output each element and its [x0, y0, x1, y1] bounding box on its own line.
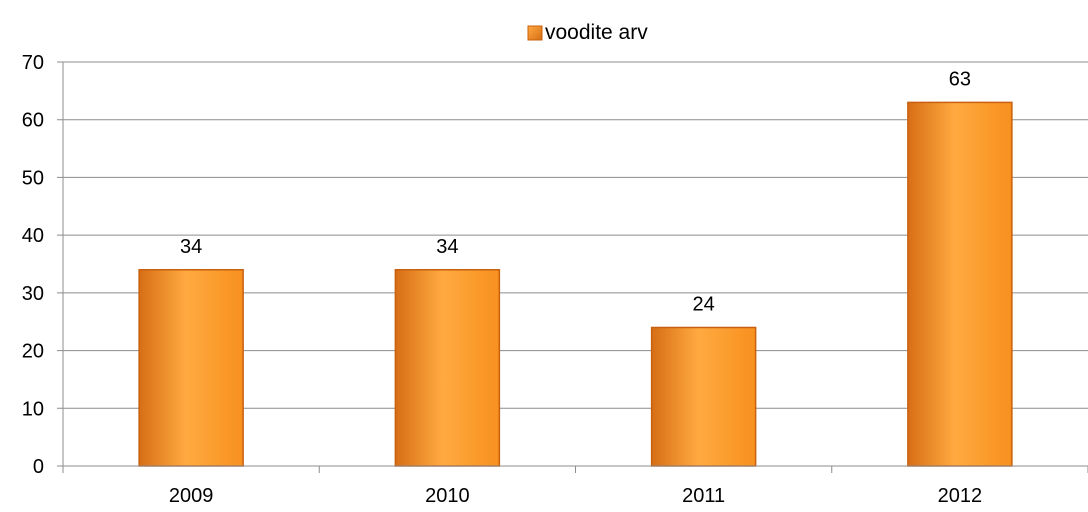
legend: voodite arv	[527, 21, 648, 44]
x-tick-label: 2009	[169, 485, 214, 507]
data-label: 34	[180, 236, 202, 258]
x-axis	[57, 62, 1088, 473]
x-tick-label: 2010	[425, 485, 470, 507]
data-label: 63	[949, 68, 971, 90]
y-tick-label: 0	[33, 456, 44, 478]
legend-swatch	[527, 25, 543, 41]
legend-label: voodite arv	[545, 21, 648, 44]
data-labels: 34 34 24 63	[180, 68, 971, 315]
y-axis-tick-labels: 0 10 20 30 40 50 60 70	[22, 52, 44, 478]
bar-2010	[394, 269, 501, 467]
y-tick-label: 50	[22, 167, 44, 189]
bars	[138, 101, 1013, 467]
y-tick-label: 30	[22, 283, 44, 305]
x-axis-tick-labels: 2009 2010 2011 2012	[169, 485, 982, 507]
y-tick-label: 10	[22, 398, 44, 420]
data-label: 34	[436, 236, 458, 258]
y-tick-label: 70	[22, 52, 44, 74]
bar-2011	[650, 326, 757, 467]
y-tick-label: 20	[22, 341, 44, 363]
y-tick-label: 40	[22, 225, 44, 247]
x-tick-label: 2011	[682, 485, 725, 507]
bar-2009	[138, 269, 244, 467]
x-tick-label: 2012	[938, 485, 983, 507]
y-tick-label: 60	[22, 110, 44, 132]
data-label: 24	[693, 293, 715, 315]
bar-2012	[907, 101, 1013, 467]
